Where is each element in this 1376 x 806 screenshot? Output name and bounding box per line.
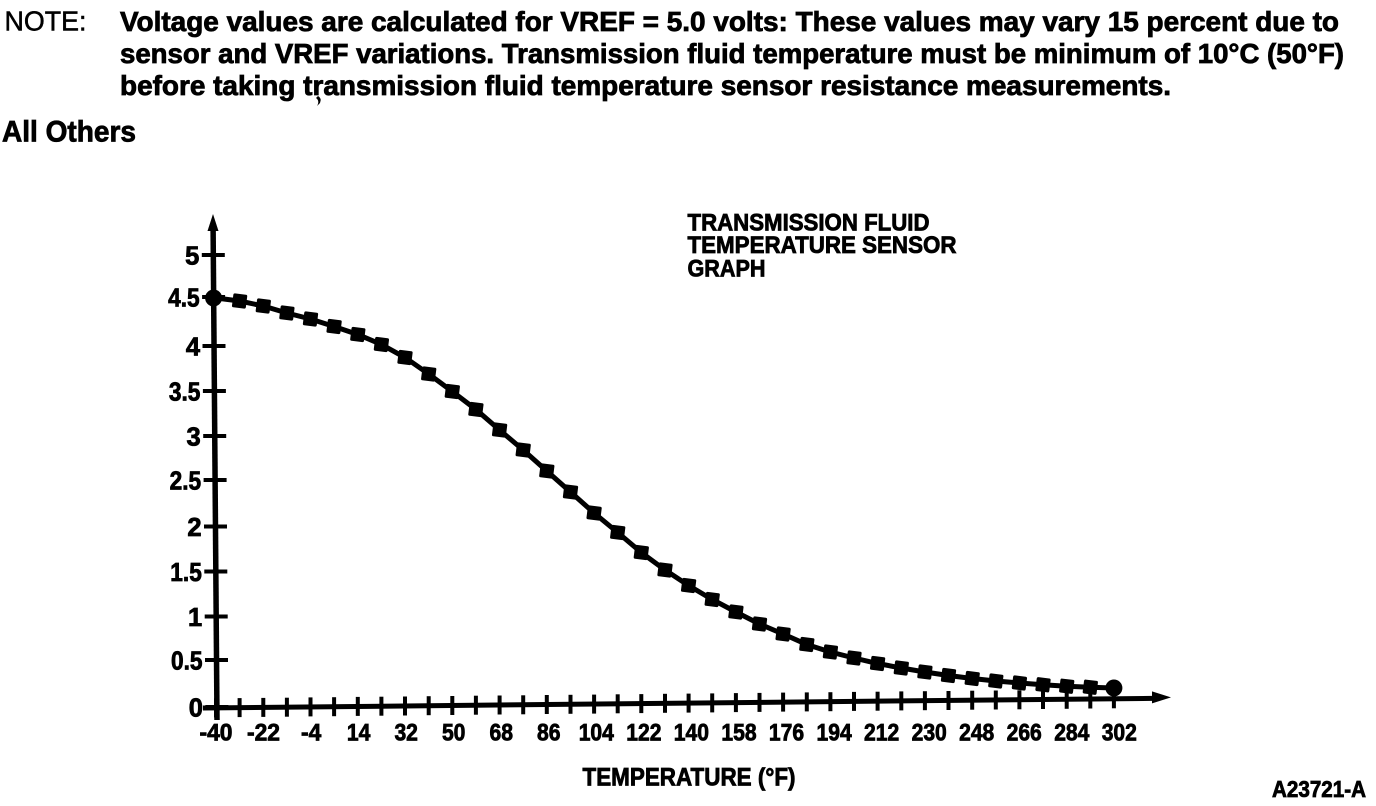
svg-text:TRANSMISSION FLUID: TRANSMISSION FLUID bbox=[688, 210, 930, 237]
svg-text:302: 302 bbox=[1102, 720, 1137, 747]
svg-text:sensor and VREF variations. Tr: sensor and VREF variations. Transmission… bbox=[120, 38, 1344, 69]
svg-text:-40: -40 bbox=[200, 720, 233, 747]
svg-text:194: 194 bbox=[817, 720, 853, 747]
svg-text:248: 248 bbox=[959, 720, 994, 747]
svg-text:Voltage values are calculated: Voltage values are calculated for VREF =… bbox=[120, 6, 1339, 37]
svg-text:0: 0 bbox=[189, 694, 203, 722]
svg-text:1.5: 1.5 bbox=[170, 559, 202, 587]
svg-text:3.5: 3.5 bbox=[169, 378, 201, 406]
svg-text:4.5: 4.5 bbox=[168, 284, 200, 312]
svg-text:2.5: 2.5 bbox=[170, 467, 202, 495]
svg-text:176: 176 bbox=[769, 720, 804, 747]
svg-text:284: 284 bbox=[1054, 720, 1090, 747]
svg-text:TEMPERATURE (°F): TEMPERATURE (°F) bbox=[583, 764, 796, 792]
svg-text:212: 212 bbox=[864, 720, 899, 747]
svg-text:104: 104 bbox=[579, 720, 615, 747]
svg-text:NOTE:: NOTE: bbox=[5, 6, 87, 37]
svg-text:before taking transmission flu: before taking transmission fluid tempera… bbox=[120, 70, 1171, 101]
svg-text:230: 230 bbox=[912, 720, 947, 747]
svg-text:32: 32 bbox=[394, 720, 418, 747]
svg-text:266: 266 bbox=[1007, 720, 1042, 747]
svg-text:4: 4 bbox=[186, 333, 201, 361]
svg-text:A23721-A: A23721-A bbox=[1272, 776, 1366, 802]
svg-text:5: 5 bbox=[185, 242, 199, 270]
svg-text:-4: -4 bbox=[301, 720, 322, 747]
svg-text:2: 2 bbox=[187, 514, 201, 542]
svg-text:14: 14 bbox=[347, 720, 371, 747]
svg-text:TEMPERATURE SENSOR: TEMPERATURE SENSOR bbox=[688, 232, 957, 259]
svg-text:50: 50 bbox=[442, 720, 466, 747]
svg-text:GRAPH: GRAPH bbox=[688, 256, 766, 283]
svg-text:140: 140 bbox=[674, 720, 709, 747]
svg-text:-22: -22 bbox=[247, 720, 280, 747]
svg-text:158: 158 bbox=[721, 720, 756, 747]
svg-text:3: 3 bbox=[187, 423, 201, 451]
svg-text:86: 86 bbox=[537, 720, 561, 747]
svg-text:122: 122 bbox=[626, 720, 661, 747]
svg-text:0.5: 0.5 bbox=[171, 647, 203, 675]
svg-text:68: 68 bbox=[490, 720, 514, 747]
svg-text:1: 1 bbox=[188, 604, 202, 632]
svg-text:All Others: All Others bbox=[2, 116, 136, 149]
